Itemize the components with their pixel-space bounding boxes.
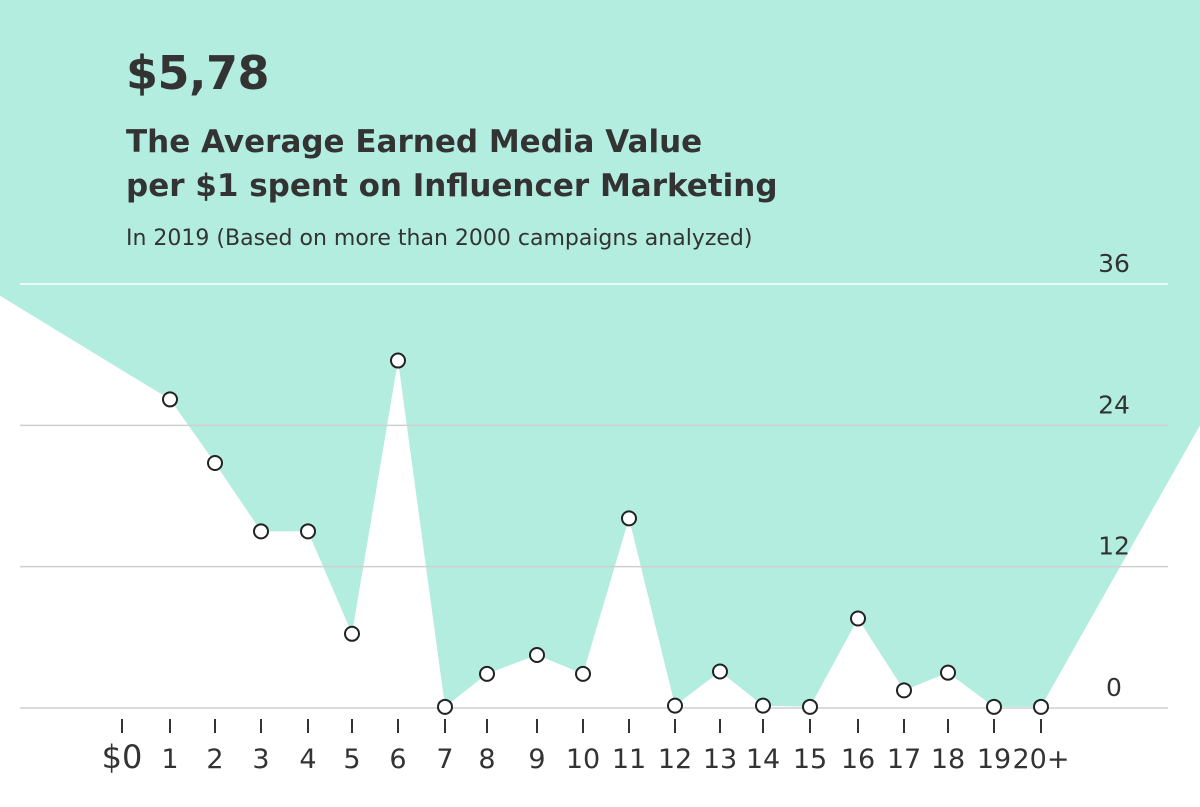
x-tick-label-0: $0 <box>102 738 143 776</box>
y-tick-label-36: 36 <box>1098 249 1130 278</box>
x-tick-label-9: 9 <box>528 744 545 775</box>
data-point-10 <box>575 665 591 682</box>
data-point-17 <box>896 682 912 699</box>
chart-title-line-2: per $1 spent on Influencer Marketing <box>126 168 778 204</box>
area-fill <box>0 0 1200 707</box>
x-tick-label-16: 16 <box>841 744 875 775</box>
data-point-9 <box>529 647 545 663</box>
x-tick-label-19: 19 <box>977 744 1011 775</box>
x-tick-label-10: 10 <box>566 744 600 775</box>
data-point-4 <box>300 523 316 540</box>
x-tick-label-17: 17 <box>887 744 921 775</box>
x-tick-label-3: 3 <box>252 744 269 775</box>
x-tick-label-15: 15 <box>793 744 827 775</box>
x-tick-label-2: 2 <box>206 744 223 775</box>
y-tick-label-24: 24 <box>1098 390 1130 419</box>
y-tick-label-0: 0 <box>1106 673 1122 702</box>
x-tick-label-8: 8 <box>478 744 495 775</box>
chart-title: The Average Earned Media Value per $1 sp… <box>126 120 826 208</box>
data-point-3 <box>253 523 269 540</box>
y-tick-label-12: 12 <box>1098 532 1130 561</box>
data-point-1 <box>162 391 178 408</box>
x-tick-label-7: 7 <box>436 744 453 775</box>
x-tick-label-14: 14 <box>746 744 780 775</box>
x-tick-label-4: 4 <box>299 744 316 775</box>
data-point-12 <box>667 697 683 714</box>
headline-value: $5,78 <box>126 46 270 100</box>
x-tick-label-5: 5 <box>343 744 360 775</box>
data-point-14 <box>755 697 771 714</box>
chart-title-line-1: The Average Earned Media Value <box>126 124 703 160</box>
x-tick-label-1: 1 <box>161 744 178 775</box>
x-tick-label-12: 12 <box>658 744 692 775</box>
x-tick-label-13: 13 <box>703 744 737 775</box>
data-point-18 <box>940 664 956 681</box>
data-point-20+ <box>1033 698 1049 715</box>
x-tick-label-18: 18 <box>931 744 965 775</box>
data-point-7 <box>437 698 453 715</box>
data-point-13 <box>712 663 728 680</box>
data-point-15 <box>802 698 818 715</box>
x-tick-label-20: 20+ <box>1013 744 1070 775</box>
data-point-11 <box>621 510 637 527</box>
data-point-5 <box>344 625 360 642</box>
chart-subtitle: In 2019 (Based on more than 2000 campaig… <box>126 226 753 251</box>
data-point-2 <box>207 455 223 472</box>
x-tick-label-11: 11 <box>612 744 646 775</box>
x-tick-label-6: 6 <box>389 744 406 775</box>
data-point-6 <box>390 352 406 369</box>
data-point-19 <box>986 698 1002 715</box>
data-point-16 <box>850 610 866 627</box>
data-point-8 <box>479 665 495 682</box>
